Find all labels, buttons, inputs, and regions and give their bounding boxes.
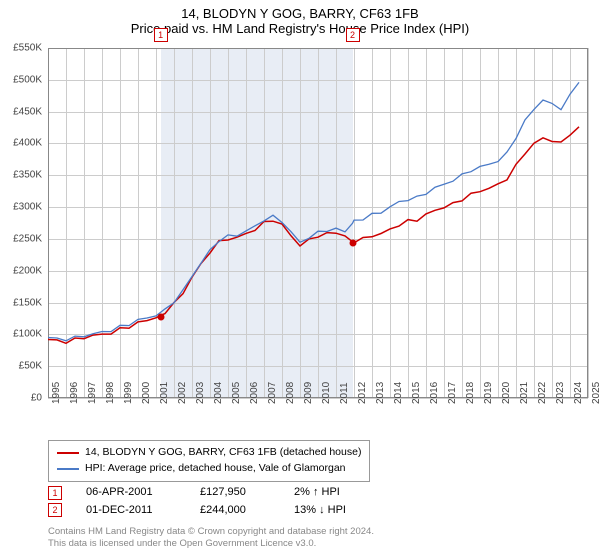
footer-line-2: This data is licensed under the Open Gov… [48,538,374,550]
x-tick-label: 2010 [321,382,332,404]
legend-label: 14, BLODYN Y GOG, BARRY, CF63 1FB (detac… [85,445,361,461]
sale-price: £244,000 [200,502,270,520]
legend-item: HPI: Average price, detached house, Vale… [57,461,361,477]
x-tick-label: 2009 [303,382,314,404]
chart-title: 14, BLODYN Y GOG, BARRY, CF63 1FB [0,6,600,21]
chart-subtitle: Price paid vs. HM Land Registry's House … [0,21,600,36]
sales-table: 1 06-APR-2001 £127,950 2% ↑ HPI 2 01-DEC-2011… [48,484,384,519]
x-tick-label: 2003 [195,382,206,404]
x-tick-label: 2004 [213,382,224,404]
legend: 14, BLODYN Y GOG, BARRY, CF63 1FB (detac… [48,440,370,482]
x-tick-label: 2019 [483,382,494,404]
sale-hpi-diff: 2% ↑ HPI [294,484,384,502]
y-tick-label: £100K [13,329,42,340]
y-tick-label: £450K [13,106,42,117]
x-tick-label: 2021 [519,382,530,404]
y-tick-label: £550K [13,43,42,54]
x-tick-label: 2000 [141,382,152,404]
x-tick-label: 2017 [447,382,458,404]
x-tick-label: 2011 [339,382,350,404]
sale-row-marker: 2 [48,503,62,517]
sale-hpi-diff: 13% ↓ HPI [294,502,384,520]
series-hpi [48,82,579,340]
legend-label: HPI: Average price, detached house, Vale… [85,461,346,477]
x-tick-label: 2024 [573,382,584,404]
x-tick-label: 2013 [375,382,386,404]
sale-price: £127,950 [200,484,270,502]
sale-row-marker: 1 [48,486,62,500]
sale-row: 2 01-DEC-2011 £244,000 13% ↓ HPI [48,502,384,520]
x-tick-label: 2012 [357,382,368,404]
x-tick-label: 2006 [249,382,260,404]
x-tick-label: 2001 [159,382,170,404]
x-tick-label: 1999 [123,382,134,404]
legend-swatch [57,468,79,470]
y-tick-label: £0 [31,393,42,404]
y-tick-label: £400K [13,138,42,149]
legend-item: 14, BLODYN Y GOG, BARRY, CF63 1FB (detac… [57,445,361,461]
sale-date: 01-DEC-2011 [86,502,176,520]
x-tick-label: 2016 [429,382,440,404]
footer-line-1: Contains HM Land Registry data © Crown c… [48,526,374,538]
x-tick-label: 2020 [501,382,512,404]
line-series-svg [48,48,588,398]
x-tick-label: 1995 [51,382,62,404]
legend-swatch [57,452,79,454]
x-tick-label: 2015 [411,382,422,404]
y-tick-label: £50K [19,361,42,372]
x-tick-label: 2008 [285,382,296,404]
y-tick-label: £150K [13,297,42,308]
x-tick-label: 2025 [591,382,600,404]
title-block: 14, BLODYN Y GOG, BARRY, CF63 1FB Price … [0,0,600,36]
sale-marker-1: 1 [154,28,168,42]
x-tick-label: 2002 [177,382,188,404]
chart-container: 14, BLODYN Y GOG, BARRY, CF63 1FB Price … [0,0,600,560]
x-tick-label: 2023 [555,382,566,404]
x-tick-label: 2014 [393,382,404,404]
x-tick-label: 2005 [231,382,242,404]
sale-row: 1 06-APR-2001 £127,950 2% ↑ HPI [48,484,384,502]
x-tick-label: 2018 [465,382,476,404]
y-tick-label: £500K [13,74,42,85]
y-tick-label: £350K [13,170,42,181]
sale-point-2 [349,239,356,246]
chart-plot-area: 12 £0£50K£100K£150K£200K£250K£300K£350K£… [48,48,588,398]
sale-marker-2: 2 [346,28,360,42]
x-tick-label: 1998 [105,382,116,404]
y-tick-label: £250K [13,233,42,244]
data-attribution: Contains HM Land Registry data © Crown c… [48,526,374,551]
y-tick-label: £300K [13,202,42,213]
x-tick-label: 1997 [87,382,98,404]
x-tick-label: 1996 [69,382,80,404]
sale-point-1 [157,313,164,320]
x-tick-label: 2007 [267,382,278,404]
x-tick-label: 2022 [537,382,548,404]
y-tick-label: £200K [13,265,42,276]
sale-date: 06-APR-2001 [86,484,176,502]
